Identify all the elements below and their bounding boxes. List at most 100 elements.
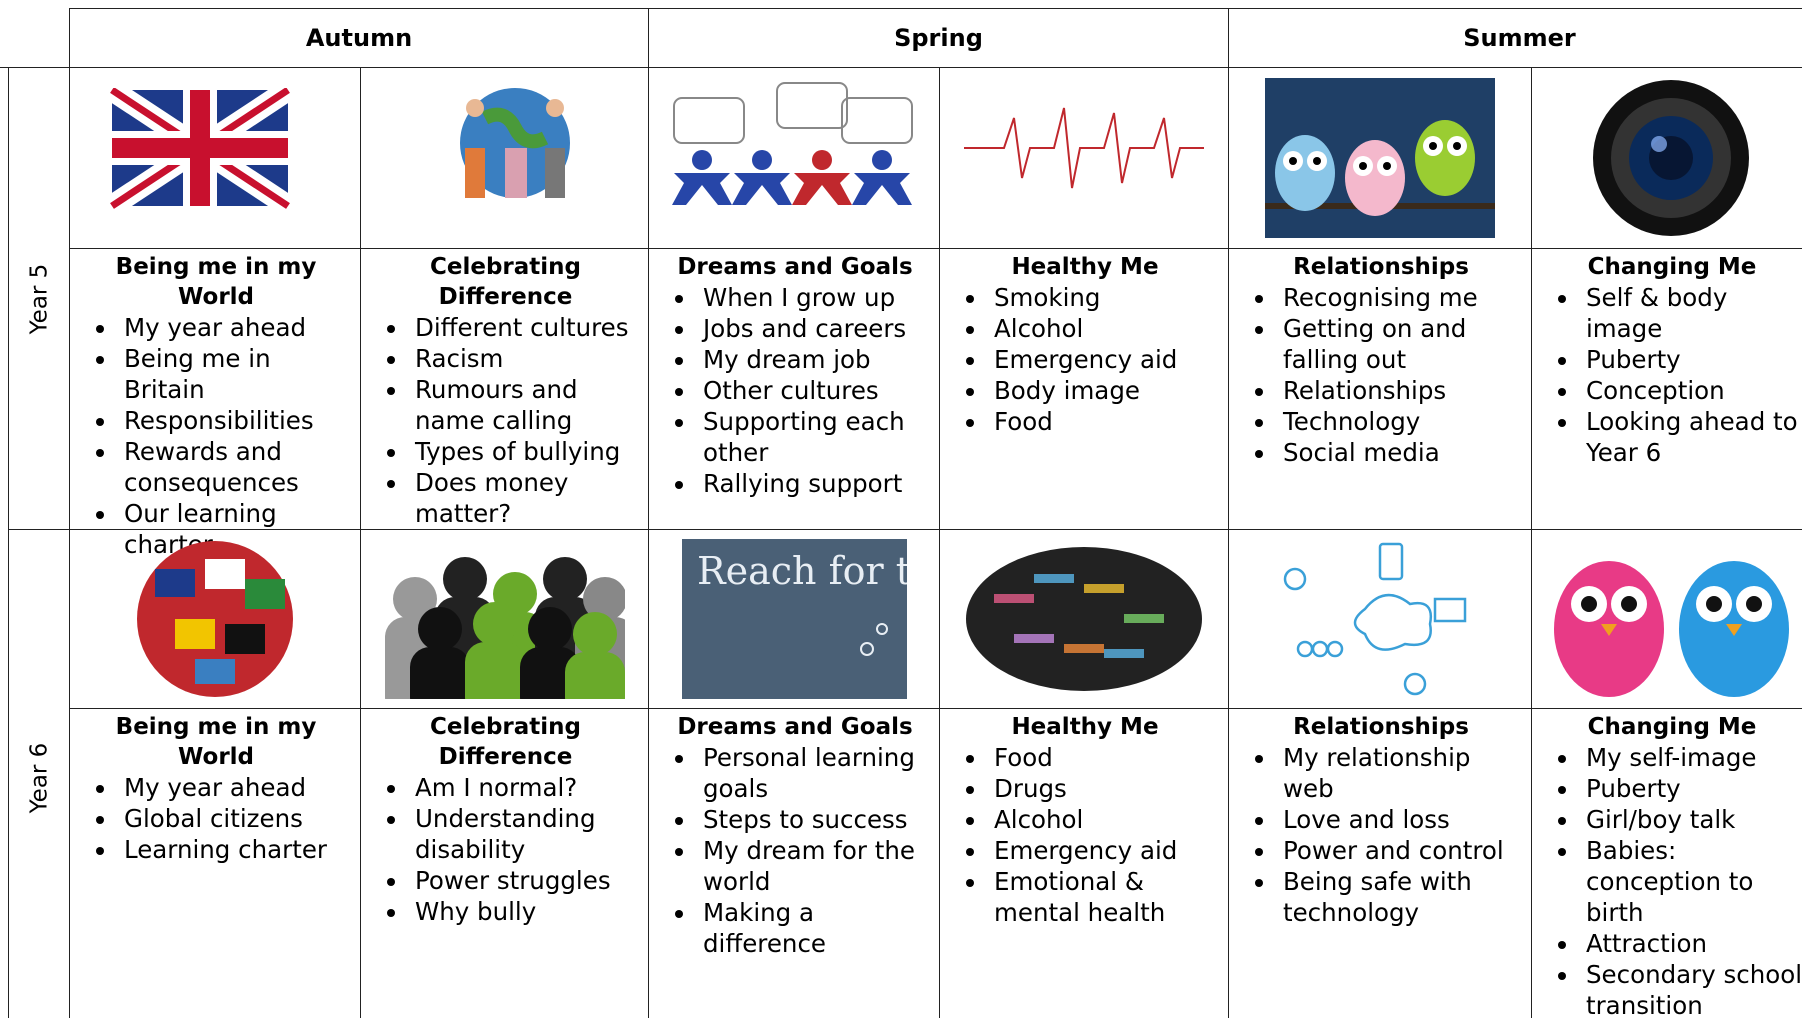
topic-illustration bbox=[459, 88, 570, 198]
topic-cell: Healthy MeFoodDrugsAlcoholEmergency aidE… bbox=[939, 529, 1229, 1018]
topic-item: My year ahead bbox=[118, 312, 354, 343]
topic-item: Conception bbox=[1580, 375, 1802, 406]
topic-item: Being me in Britain bbox=[118, 343, 354, 405]
topic-item: Secondary school transition bbox=[1580, 959, 1802, 1018]
topic-item: Food bbox=[988, 742, 1222, 773]
topic-list: My year aheadGlobal citizensLearning cha… bbox=[78, 772, 354, 865]
topic-text: Dreams and GoalsWhen I grow upJobs and c… bbox=[649, 250, 939, 499]
topic-list: FoodDrugsAlcoholEmergency aidEmotional &… bbox=[948, 742, 1222, 928]
topic-item: Supporting each other bbox=[697, 406, 933, 468]
topic-item: Girl/boy talk bbox=[1580, 804, 1802, 835]
topic-image bbox=[649, 68, 939, 249]
year-label: Year 6 bbox=[8, 529, 70, 1018]
topic-title: Being me in my World bbox=[115, 714, 317, 770]
year-text: Year 6 bbox=[26, 742, 53, 813]
topic-list: My self-imagePubertyGirl/boy talkBabies:… bbox=[1540, 742, 1802, 1018]
topic-item: Emergency aid bbox=[988, 835, 1222, 866]
topic-list: Personal learning goalsSteps to successM… bbox=[657, 742, 933, 959]
topic-item: Puberty bbox=[1580, 344, 1802, 375]
image-text: Reach for the Stars bbox=[697, 549, 907, 593]
topic-illustration bbox=[671, 82, 913, 205]
term-header: Summer bbox=[1228, 8, 1802, 68]
topic-title: Celebrating Difference bbox=[429, 714, 581, 770]
topic-list: My year aheadBeing me in BritainResponsi… bbox=[78, 312, 354, 560]
topic-title: Being me in my World bbox=[115, 254, 317, 310]
topic-image bbox=[361, 530, 648, 709]
topic-illustration bbox=[964, 107, 1204, 189]
topic-image bbox=[1532, 530, 1802, 709]
topic-item: Types of bullying bbox=[409, 436, 642, 467]
topic-illustration bbox=[1593, 80, 1749, 236]
topic-illustration bbox=[1265, 78, 1495, 238]
topic-item: Power and control bbox=[1277, 835, 1525, 866]
topic-text: Healthy MeFoodDrugsAlcoholEmergency aidE… bbox=[940, 710, 1228, 928]
topic-item: Different cultures bbox=[409, 312, 642, 343]
topic-text: Dreams and GoalsPersonal learning goalsS… bbox=[649, 710, 939, 959]
topic-item: My dream for the world bbox=[697, 835, 933, 897]
topic-item: When I grow up bbox=[697, 282, 933, 313]
topic-item: Rumours and name calling bbox=[409, 374, 642, 436]
topic-cell: Being me in my WorldMy year aheadBeing m… bbox=[69, 67, 361, 559]
topic-item: Recognising me bbox=[1277, 282, 1525, 313]
topic-item: Self & body image bbox=[1580, 282, 1802, 344]
topic-cell: Healthy MeSmokingAlcoholEmergency aidBod… bbox=[939, 67, 1229, 530]
topic-list: My relationship webLove and lossPower an… bbox=[1237, 742, 1525, 928]
topic-illustration bbox=[1283, 542, 1467, 696]
topic-image bbox=[940, 68, 1228, 249]
topic-cell: Celebrating DifferenceAm I normal?Unders… bbox=[360, 529, 649, 1018]
topic-item: Why bully bbox=[409, 896, 642, 927]
topic-title: Celebrating Difference bbox=[429, 254, 581, 310]
topic-item: Jobs and careers bbox=[697, 313, 933, 344]
topic-image bbox=[1532, 68, 1802, 249]
topic-item: Global citizens bbox=[118, 803, 354, 834]
topic-item: Social media bbox=[1277, 437, 1525, 468]
topic-list: Recognising meGetting on and falling out… bbox=[1237, 282, 1525, 468]
topic-text: Changing MeSelf & body imagePubertyConce… bbox=[1532, 250, 1802, 468]
topic-image bbox=[940, 530, 1228, 709]
topic-title: Relationships bbox=[1293, 254, 1469, 280]
topic-item: Power struggles bbox=[409, 865, 642, 896]
term-header: Spring bbox=[648, 8, 1229, 68]
topic-item: Looking ahead to Year 6 bbox=[1580, 406, 1802, 468]
topic-item: Making a difference bbox=[697, 897, 933, 959]
topic-text: RelationshipsRecognising meGetting on an… bbox=[1229, 250, 1531, 468]
topic-text: Celebrating DifferenceDifferent cultures… bbox=[361, 250, 648, 529]
topic-item: Alcohol bbox=[988, 804, 1222, 835]
topic-item: Puberty bbox=[1580, 773, 1802, 804]
topic-item: My year ahead bbox=[118, 772, 354, 803]
topic-list: Different culturesRacismRumours and name… bbox=[369, 312, 642, 529]
topic-item: Learning charter bbox=[118, 834, 354, 865]
topic-item: My relationship web bbox=[1277, 742, 1525, 804]
topic-item: Does money matter? bbox=[409, 467, 642, 529]
topic-list: SmokingAlcoholEmergency aidBody imageFoo… bbox=[948, 282, 1222, 437]
topic-image: Reach for the Stars bbox=[649, 530, 939, 709]
topic-title: Healthy Me bbox=[1011, 254, 1159, 280]
term-header: Autumn bbox=[69, 8, 649, 68]
topic-cell: Changing MeMy self-imagePubertyGirl/boy … bbox=[1531, 529, 1802, 1018]
topic-item: Emergency aid bbox=[988, 344, 1222, 375]
topic-cell: Reach for the Stars Dreams and GoalsPerso… bbox=[648, 529, 940, 1018]
topic-item: Understanding disability bbox=[409, 803, 642, 865]
topic-item: Steps to success bbox=[697, 804, 933, 835]
topic-item: Emotional & mental health bbox=[988, 866, 1222, 928]
year-text: Year 5 bbox=[26, 263, 53, 334]
topic-item: Rallying support bbox=[697, 468, 933, 499]
topic-text: RelationshipsMy relationship webLove and… bbox=[1229, 710, 1531, 928]
topic-illustration: Reach for the Stars bbox=[681, 539, 907, 699]
topic-item: Relationships bbox=[1277, 375, 1525, 406]
topic-text: Celebrating DifferenceAm I normal?Unders… bbox=[361, 710, 648, 927]
topic-title: Dreams and Goals bbox=[677, 714, 913, 740]
year-label: Year 5 bbox=[8, 67, 70, 530]
topic-item: Body image bbox=[988, 375, 1222, 406]
topic-text: Healthy MeSmokingAlcoholEmergency aidBod… bbox=[940, 250, 1228, 437]
topic-title: Changing Me bbox=[1587, 714, 1757, 740]
topic-item: My dream job bbox=[697, 344, 933, 375]
topic-cell: RelationshipsMy relationship webLove and… bbox=[1228, 529, 1532, 1018]
topic-item: Smoking bbox=[988, 282, 1222, 313]
topic-illustration bbox=[384, 539, 625, 699]
topic-title: Relationships bbox=[1293, 714, 1469, 740]
topic-text: Changing MeMy self-imagePubertyGirl/boy … bbox=[1532, 710, 1802, 1018]
topic-title: Healthy Me bbox=[1011, 714, 1159, 740]
topic-cell: Being me in my WorldMy year aheadGlobal … bbox=[69, 529, 361, 1018]
